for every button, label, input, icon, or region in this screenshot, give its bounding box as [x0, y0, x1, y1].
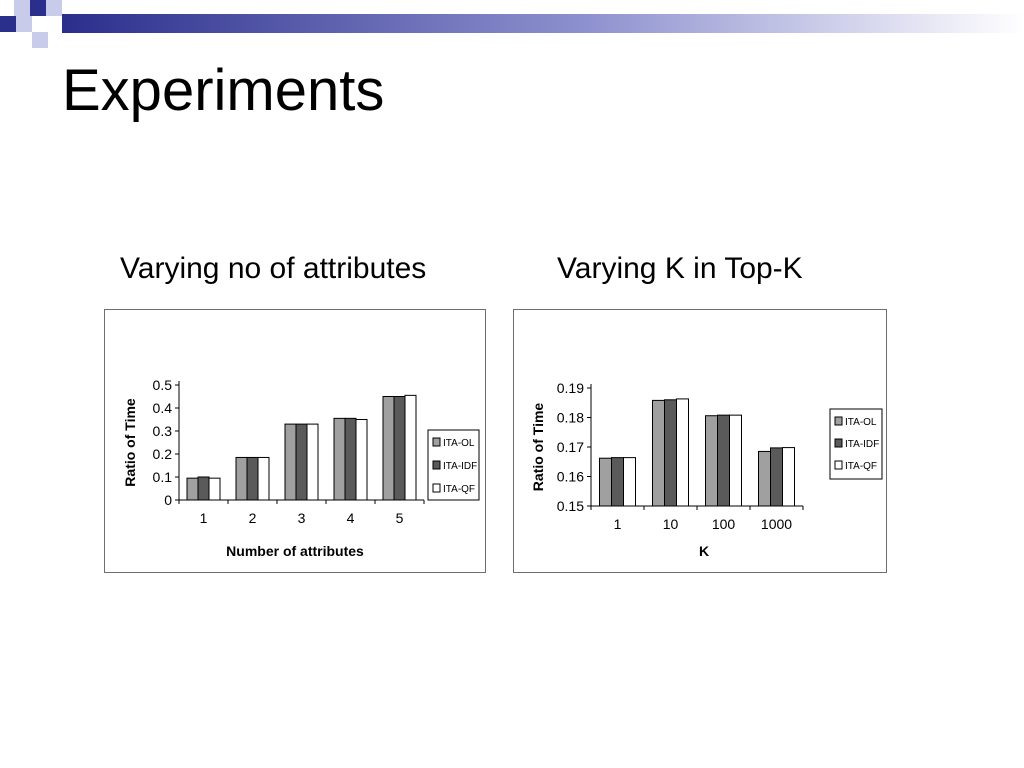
- bar-ita-idf-10: [664, 399, 677, 507]
- legend-swatch-ita-idf: [834, 438, 843, 448]
- y-tick-label: 0.5: [153, 377, 173, 393]
- legend-label: ITA-OL: [443, 438, 475, 449]
- decoration-square: [14, 0, 30, 16]
- legend-label: ITA-IDF: [845, 439, 879, 450]
- bar-ita-ol-1: [599, 457, 612, 507]
- y-tick-label: 0.16: [557, 469, 584, 485]
- decoration-square: [32, 32, 48, 48]
- title-decoration: [0, 0, 1024, 48]
- topk-bar-chart: 0.15 0.16 0.17 0.18 0.19 1 10 100 1000 K Ratio of …: [530, 380, 883, 559]
- bar-ita-ol-1000: [758, 450, 771, 507]
- x-tick-label: 100: [712, 516, 736, 532]
- legend-label: ITA-QF: [845, 461, 877, 472]
- y-tick-label: 0.18: [557, 410, 584, 426]
- bar-ita-idf-3: [295, 423, 308, 501]
- chart-left-caption: Varying no of attributes: [120, 252, 427, 285]
- bar-ita-qf-1: [208, 477, 221, 501]
- topk-chart-frame: 0.15 0.16 0.17 0.18 0.19 1 10 100 1000 K Ratio of …: [513, 309, 887, 573]
- x-tick-label: 1000: [761, 516, 792, 532]
- slide-title: Experiments: [62, 58, 385, 123]
- bar-ita-qf-5: [404, 394, 417, 501]
- bar-ita-idf-1: [611, 457, 624, 507]
- legend-label: ITA-IDF: [443, 461, 477, 472]
- decoration-bar: [62, 14, 1024, 33]
- bar-ita-idf-5: [393, 396, 406, 501]
- bar-ita-qf-1000: [782, 447, 795, 507]
- x-tick-label: 10: [663, 516, 679, 532]
- x-tick-label: 2: [249, 510, 257, 526]
- decoration-square: [0, 16, 16, 32]
- y-tick-label: 0.3: [153, 423, 173, 439]
- bar-ita-ol-10: [652, 399, 665, 507]
- x-tick-label: 1: [614, 516, 622, 532]
- x-tick-label: 3: [298, 510, 306, 526]
- y-axis-title: Ratio of Time: [122, 398, 138, 487]
- bar-ita-idf-4: [344, 417, 357, 501]
- bar-ita-qf-100: [729, 414, 742, 507]
- decoration-square: [30, 0, 46, 16]
- y-tick-label: 0.15: [557, 498, 584, 514]
- legend-swatch-ita-ol: [432, 437, 441, 447]
- y-tick-label: 0: [164, 492, 172, 508]
- decoration-square: [46, 0, 62, 16]
- bar-ita-idf-1000: [770, 447, 783, 507]
- legend-swatch-ita-ol: [834, 416, 843, 426]
- attributes-bar-chart: 0 0.1 0.2 0.3 0.4 0.5 1 2 3 4 5 Number of attribute…: [122, 377, 480, 559]
- bar-ita-ol-3: [284, 423, 297, 501]
- y-tick-label: 0.2: [153, 446, 173, 462]
- legend-swatch-ita-idf: [432, 460, 441, 470]
- decoration-square: [16, 16, 32, 32]
- bar-ita-ol-2: [235, 456, 248, 501]
- bar-ita-idf-1: [197, 476, 210, 501]
- x-axis-title: K: [699, 543, 709, 559]
- x-tick-label: 4: [347, 510, 355, 526]
- bar-ita-ol-5: [382, 396, 395, 501]
- bar-ita-idf-100: [717, 414, 730, 507]
- y-tick-label: 0.17: [557, 439, 584, 455]
- bar-ita-ol-100: [705, 415, 718, 507]
- bar-ita-qf-4: [355, 419, 368, 501]
- x-axis-title: Number of attributes: [226, 543, 364, 559]
- y-tick-label: 0.4: [153, 400, 173, 416]
- bar-ita-qf-2: [257, 456, 270, 501]
- y-axis-title: Ratio of Time: [530, 403, 546, 492]
- legend-label: ITA-QF: [443, 484, 475, 495]
- x-tick-label: 1: [200, 510, 208, 526]
- bar-ita-idf-2: [246, 456, 259, 501]
- chart-right-caption: Varying K in Top-K: [557, 252, 803, 285]
- bar-ita-qf-1: [623, 457, 636, 507]
- y-tick-label: 0.19: [557, 380, 584, 396]
- bar-ita-qf-10: [676, 398, 689, 507]
- x-tick-label: 5: [396, 510, 404, 526]
- bar-ita-qf-3: [306, 423, 319, 501]
- legend-swatch-ita-qf: [432, 483, 441, 493]
- attributes-chart-frame: 0 0.1 0.2 0.3 0.4 0.5 1 2 3 4 5 Number of attribute…: [104, 309, 486, 573]
- y-tick-label: 0.1: [153, 469, 173, 485]
- bar-ita-ol-4: [333, 417, 346, 501]
- legend-swatch-ita-qf: [834, 460, 843, 470]
- legend-label: ITA-OL: [845, 417, 877, 428]
- bar-ita-ol-1: [186, 477, 199, 501]
